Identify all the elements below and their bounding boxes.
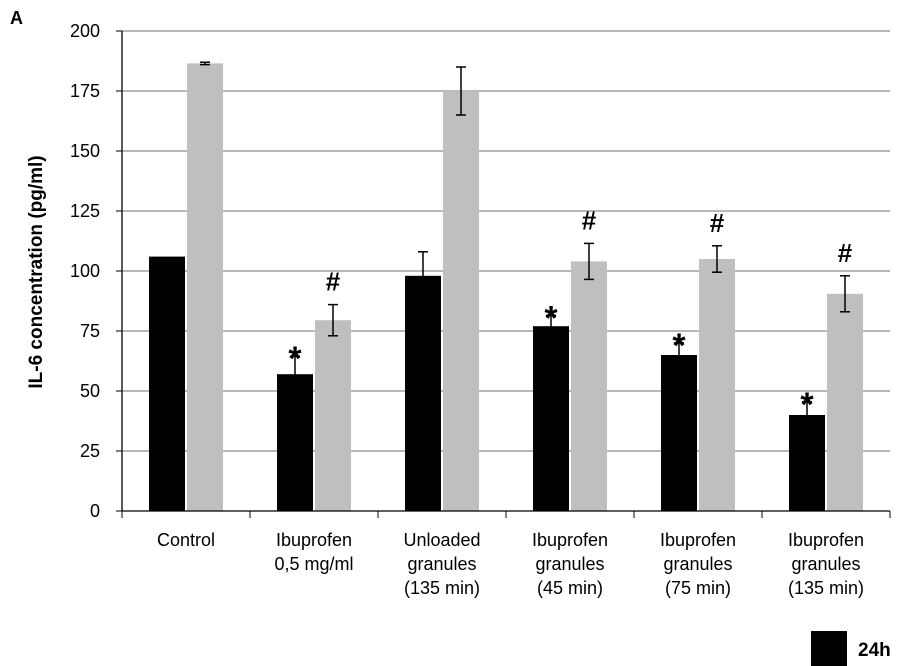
x-category-label-5-line-2: (135 min) xyxy=(788,578,864,598)
x-category-label-3-line-2: (45 min) xyxy=(537,578,603,598)
bar-s0-c4 xyxy=(661,355,697,511)
x-category-labels: Control Ibuprofen 0,5 mg/ml Unloaded granule… xyxy=(157,530,864,598)
panel-letter: A xyxy=(10,8,23,28)
bar-s1-c5 xyxy=(827,293,863,511)
error-bars xyxy=(200,61,850,429)
asterisk-marker-c4: * xyxy=(672,327,686,365)
axes xyxy=(121,31,891,518)
y-tick-label-150: 150 xyxy=(70,141,100,161)
gridlines xyxy=(122,30,890,452)
bar-s1-c1 xyxy=(315,320,351,511)
bar-s0-c3 xyxy=(533,326,569,511)
x-category-label-1-line-1: 0,5 mg/ml xyxy=(274,554,353,574)
asterisk-marker-c3: * xyxy=(544,299,558,337)
significance-markers: * * * * # # # # xyxy=(288,205,852,423)
x-category-label-1-line-0: Ibuprofen xyxy=(276,530,352,550)
y-axis-title: IL-6 concentration (pg/ml) xyxy=(26,155,47,388)
x-category-label-3-line-0: Ibuprofen xyxy=(532,530,608,550)
y-tick-label-75: 75 xyxy=(80,321,100,341)
asterisk-marker-c1: * xyxy=(288,340,302,378)
bar-s1-c3 xyxy=(571,261,607,511)
hash-marker-c1: # xyxy=(326,267,341,297)
bar-s0-c1 xyxy=(277,374,313,511)
x-category-label-0-line-0: Control xyxy=(157,530,215,550)
bars xyxy=(149,63,863,512)
x-category-label-5-line-0: Ibuprofen xyxy=(788,530,864,550)
x-category-label-4-line-2: (75 min) xyxy=(665,578,731,598)
legend: 24h xyxy=(811,631,891,666)
y-tick-label-50: 50 xyxy=(80,381,100,401)
y-tick-label-125: 125 xyxy=(70,201,100,221)
bar-s1-c4 xyxy=(699,259,735,511)
asterisk-marker-c5: * xyxy=(800,386,814,424)
x-category-label-2-line-1: granules xyxy=(407,554,476,574)
bar-s0-c5 xyxy=(789,415,825,511)
y-tick-label-200: 200 xyxy=(70,21,100,41)
bar-s0-c0 xyxy=(149,256,185,511)
x-category-label-3-line-1: granules xyxy=(535,554,604,574)
x-category-label-5-line-1: granules xyxy=(791,554,860,574)
bar-s1-c0 xyxy=(187,63,223,512)
legend-swatch-24h xyxy=(811,631,847,666)
y-tick-label-175: 175 xyxy=(70,81,100,101)
y-tick-label-25: 25 xyxy=(80,441,100,461)
y-tick-labels: 0 25 50 75 100 125 150 175 200 xyxy=(70,21,122,521)
y-tick-label-100: 100 xyxy=(70,261,100,281)
legend-label-24h: 24h xyxy=(858,640,891,661)
x-category-label-4-line-0: Ibuprofen xyxy=(660,530,736,550)
bar-s0-c2 xyxy=(405,275,441,511)
y-tick-label-0: 0 xyxy=(90,501,100,521)
hash-marker-c4: # xyxy=(710,208,725,238)
hash-marker-c5: # xyxy=(838,238,853,268)
hash-marker-c3: # xyxy=(582,205,597,235)
x-category-label-2-line-0: Unloaded xyxy=(403,530,480,550)
x-category-label-2-line-2: (135 min) xyxy=(404,578,480,598)
x-category-label-4-line-1: granules xyxy=(663,554,732,574)
bar-s1-c2 xyxy=(443,91,479,511)
